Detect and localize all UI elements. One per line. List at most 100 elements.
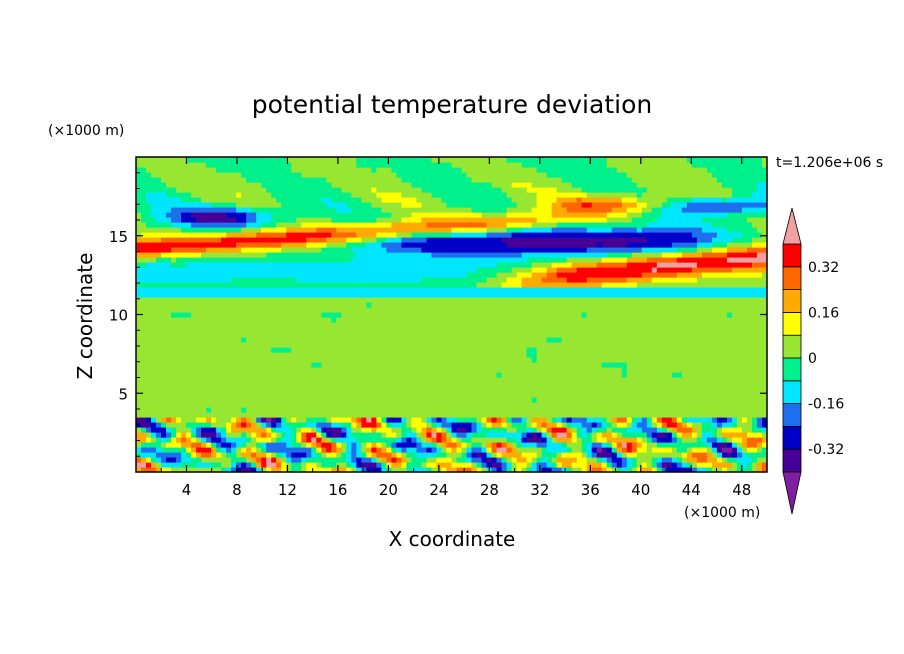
field-cell — [346, 462, 352, 468]
field-cell — [431, 442, 438, 448]
field-cell — [396, 432, 403, 438]
field-cell — [556, 267, 578, 273]
field-cell — [666, 467, 693, 472]
field-cell — [656, 467, 663, 472]
field-cell — [616, 432, 623, 438]
field-cell — [696, 262, 753, 268]
field-cell — [361, 457, 372, 463]
field-cell — [511, 442, 518, 448]
field-cell — [526, 187, 558, 193]
field-cell — [396, 232, 413, 238]
field-cell — [206, 442, 212, 448]
field-cell — [436, 442, 443, 448]
field-cell — [146, 262, 172, 268]
field-cell — [641, 417, 648, 423]
field-cell — [361, 442, 367, 448]
field-cell — [346, 467, 352, 472]
field-cell — [686, 452, 693, 458]
field-cell — [581, 467, 588, 472]
field-cell — [626, 447, 633, 453]
field-cell — [381, 462, 387, 468]
field-cell — [236, 202, 282, 208]
field-cell — [531, 182, 573, 188]
field-cell — [161, 237, 222, 243]
field-cell — [461, 167, 538, 173]
field-cell — [586, 312, 728, 318]
field-cell — [376, 447, 382, 453]
field-cell — [486, 277, 508, 283]
field-cell — [346, 242, 367, 248]
field-cell — [451, 437, 458, 443]
field-cell — [276, 462, 282, 468]
field-cell — [481, 457, 488, 463]
field-cell — [136, 327, 767, 333]
field-cell — [601, 462, 608, 468]
field-cell — [191, 312, 322, 318]
field-cell — [381, 447, 387, 453]
field-cell — [566, 207, 613, 213]
field-cell — [366, 442, 372, 448]
field-cell — [311, 447, 317, 453]
field-cell — [526, 422, 533, 428]
field-cell — [391, 457, 398, 463]
field-cell — [266, 187, 342, 193]
field-cell — [391, 462, 403, 468]
field-cell — [746, 462, 753, 468]
field-cell — [376, 187, 423, 193]
field-cell — [261, 447, 267, 453]
field-cell — [241, 337, 247, 343]
field-cell — [376, 457, 382, 463]
field-cell — [241, 467, 252, 472]
y-axis: 5 10 15 — [109, 172, 767, 457]
field-cell — [341, 432, 347, 438]
field-cell — [726, 242, 753, 248]
field-cell — [136, 192, 147, 198]
field-cell — [426, 422, 433, 428]
field-cell — [296, 417, 307, 423]
field-cell — [436, 422, 443, 428]
field-cell — [741, 462, 748, 468]
field-cell — [156, 437, 162, 443]
x-tick-label: 40 — [631, 481, 650, 499]
field-cell — [491, 417, 498, 423]
field-cell — [561, 337, 767, 343]
field-cell — [646, 422, 653, 428]
field-cell — [641, 437, 648, 443]
field-cell — [191, 447, 197, 453]
field-cell — [221, 437, 227, 443]
field-cell — [586, 227, 613, 233]
field-cell — [646, 447, 653, 453]
field-cell — [426, 237, 503, 243]
field-cell — [571, 262, 598, 268]
field-cell — [591, 202, 623, 208]
field-cell — [511, 197, 538, 203]
field-cell — [211, 407, 242, 413]
field-cell — [416, 437, 423, 443]
field-cell — [621, 457, 628, 463]
field-cell — [616, 422, 628, 428]
field-cell — [731, 267, 767, 273]
field-cell — [271, 192, 352, 198]
field-cell — [671, 202, 688, 208]
field-cell — [441, 437, 448, 443]
field-cell — [686, 462, 693, 468]
field-cell — [386, 247, 423, 253]
field-cell — [261, 182, 332, 188]
field-cell — [696, 467, 708, 472]
field-cell — [636, 182, 723, 188]
field-cell — [586, 467, 593, 472]
field-cell — [136, 342, 767, 348]
field-cell — [626, 362, 767, 368]
field-cell — [301, 432, 307, 438]
field-cell — [181, 417, 197, 423]
field-cell — [511, 182, 533, 188]
field-cell — [616, 447, 623, 453]
field-cell — [406, 432, 418, 438]
field-cell — [246, 457, 252, 463]
field-cell — [461, 452, 468, 458]
field-cell — [196, 452, 202, 458]
field-cell — [266, 442, 287, 448]
field-cell — [606, 212, 628, 218]
field-cell — [281, 247, 322, 253]
field-cell — [211, 447, 217, 453]
